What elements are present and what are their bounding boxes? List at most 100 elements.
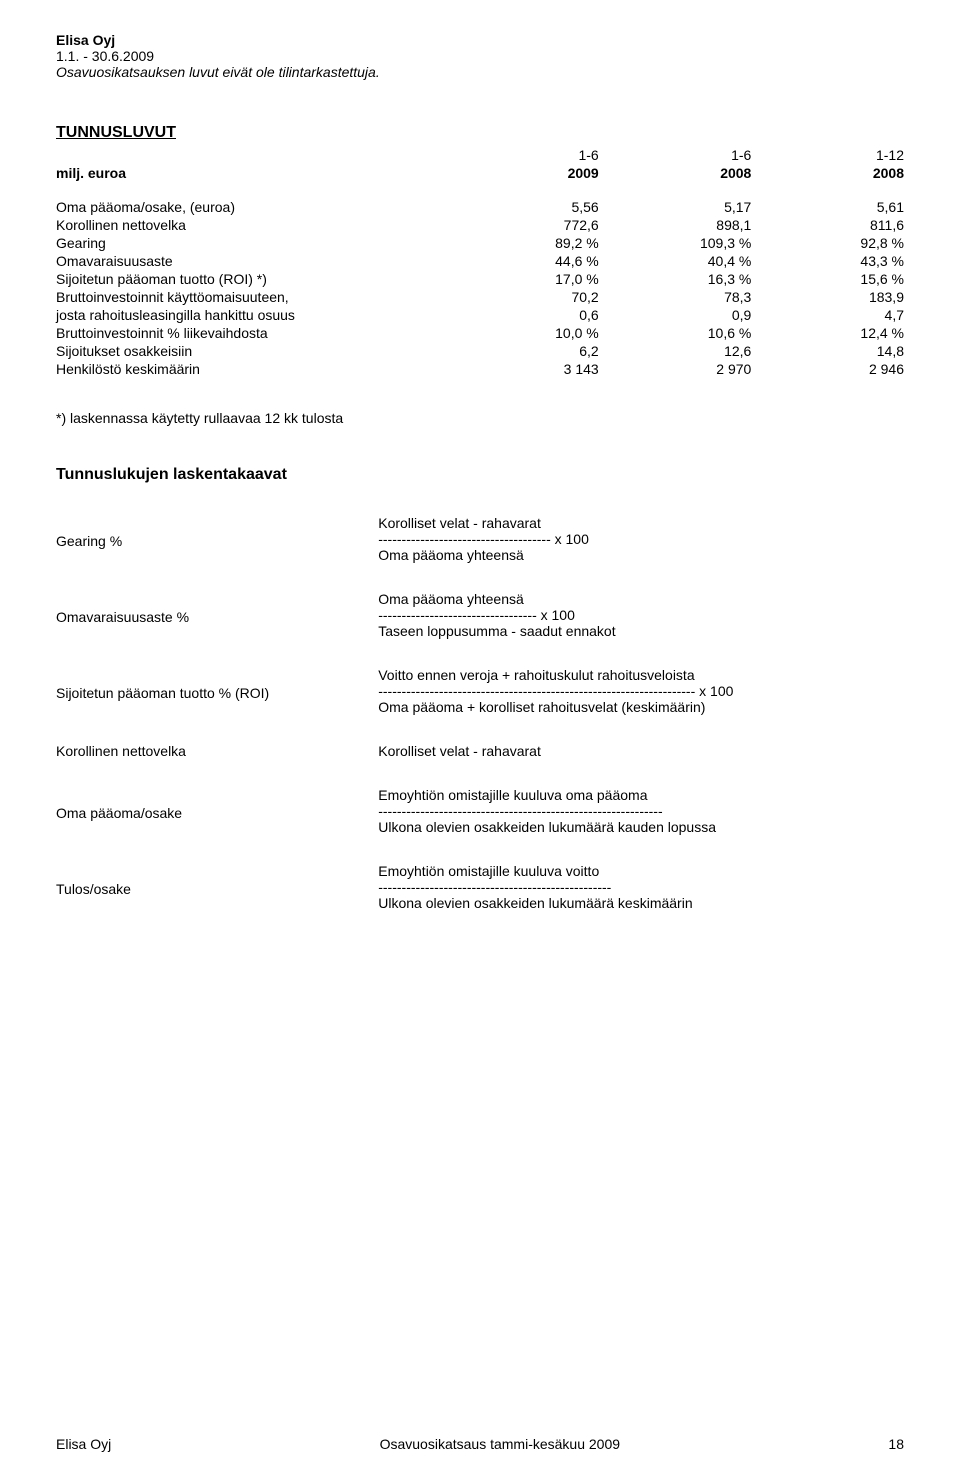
col-header: milj. euroa	[56, 164, 446, 182]
col-header: 1-12	[751, 146, 904, 164]
company-name: Elisa Oyj	[56, 32, 904, 48]
formulas-table: Gearing % Korolliset velat - rahavarat -…	[56, 514, 904, 912]
row-value: 12,4 %	[751, 324, 904, 342]
audit-note: Osavuosikatsauksen luvut eivät ole tilin…	[56, 64, 904, 80]
row-value: 92,8 %	[751, 234, 904, 252]
formula-key: Tulos/osake	[56, 881, 378, 897]
table-row: Sijoitetun pääoman tuotto (ROI) *) 17,0 …	[56, 270, 904, 288]
row-value: 89,2 %	[446, 234, 599, 252]
formula-key: Sijoitetun pääoman tuotto % (ROI)	[56, 685, 378, 701]
formula-key: Oma pääoma/osake	[56, 805, 378, 821]
col-header	[56, 146, 446, 164]
formula-spacer	[56, 564, 904, 590]
row-value: 2 946	[751, 360, 904, 378]
table-header-row: 1-6 1-6 1-12	[56, 146, 904, 164]
formula-denominator: Oma pääoma + korolliset rahoitusvelat (k…	[378, 699, 904, 715]
row-value: 40,4 %	[599, 252, 752, 270]
formula-row: Oma pääoma/osake Emoyhtiön omistajille k…	[56, 786, 904, 836]
col-header: 2008	[751, 164, 904, 182]
formula-numerator: Oma pääoma yhteensä	[378, 591, 904, 607]
row-value: 44,6 %	[446, 252, 599, 270]
row-value: 5,61	[751, 198, 904, 216]
col-header: 1-6	[599, 146, 752, 164]
row-value: 898,1	[599, 216, 752, 234]
formula-divider: ------------------------------------- x …	[378, 531, 904, 547]
table-row: josta rahoitusleasingilla hankittu osuus…	[56, 306, 904, 324]
row-value: 78,3	[599, 288, 752, 306]
row-value: 10,6 %	[599, 324, 752, 342]
col-header: 2008	[599, 164, 752, 182]
row-label: Sijoitukset osakkeisiin	[56, 342, 446, 360]
formula-numerator: Emoyhtiön omistajille kuuluva oma pääoma	[378, 787, 904, 803]
formula-denominator: Ulkona olevien osakkeiden lukumäärä kesk…	[378, 895, 904, 911]
formula-spacer	[56, 716, 904, 742]
formulas-title: Tunnuslukujen laskentakaavat	[56, 466, 904, 484]
table-row: Bruttoinvestoinnit käyttöomaisuuteen, 70…	[56, 288, 904, 306]
row-value: 109,3 %	[599, 234, 752, 252]
section-title: TUNNUSLUVUT	[56, 124, 904, 142]
row-value: 10,0 %	[446, 324, 599, 342]
formula-spacer	[56, 836, 904, 862]
row-value: 3 143	[446, 360, 599, 378]
formula-key: Omavaraisuusaste %	[56, 609, 378, 625]
formula-divider: ---------------------------------- x 100	[378, 607, 904, 623]
formula-line: Korolliset velat - rahavarat	[378, 743, 904, 759]
row-value: 15,6 %	[751, 270, 904, 288]
formula-numerator: Korolliset velat - rahavarat	[378, 515, 904, 531]
row-value: 0,6	[446, 306, 599, 324]
footnote: *) laskennassa käytetty rullaavaa 12 kk …	[56, 410, 904, 426]
row-value: 0,9	[599, 306, 752, 324]
formula-row: Tulos/osake Emoyhtiön omistajille kuuluv…	[56, 862, 904, 912]
footer-title: Osavuosikatsaus tammi-kesäkuu 2009	[380, 1436, 620, 1452]
col-header: 1-6	[446, 146, 599, 164]
table-spacer	[56, 182, 904, 198]
row-value: 811,6	[751, 216, 904, 234]
formula-key: Korollinen nettovelka	[56, 743, 378, 759]
row-label: Oma pääoma/osake, (euroa)	[56, 198, 446, 216]
table-row: Omavaraisuusaste 44,6 % 40,4 % 43,3 %	[56, 252, 904, 270]
formula-row: Omavaraisuusaste % Oma pääoma yhteensä -…	[56, 590, 904, 640]
formula-numerator: Emoyhtiön omistajille kuuluva voitto	[378, 863, 904, 879]
row-value: 17,0 %	[446, 270, 599, 288]
formula-numerator: Voitto ennen veroja + rahoituskulut raho…	[378, 667, 904, 683]
table-header-row: milj. euroa 2009 2008 2008	[56, 164, 904, 182]
row-value: 6,2	[446, 342, 599, 360]
row-value: 16,3 %	[599, 270, 752, 288]
row-label: Gearing	[56, 234, 446, 252]
row-value: 183,9	[751, 288, 904, 306]
row-label: Henkilöstö keskimäärin	[56, 360, 446, 378]
footer-page-number: 18	[888, 1436, 904, 1452]
row-label: Omavaraisuusaste	[56, 252, 446, 270]
table-row: Korollinen nettovelka 772,6 898,1 811,6	[56, 216, 904, 234]
row-label: Sijoitetun pääoman tuotto (ROI) *)	[56, 270, 446, 288]
table-row: Oma pääoma/osake, (euroa) 5,56 5,17 5,61	[56, 198, 904, 216]
row-value: 12,6	[599, 342, 752, 360]
formula-denominator: Taseen loppusumma - saadut ennakot	[378, 623, 904, 639]
row-value: 14,8	[751, 342, 904, 360]
row-label: Bruttoinvestoinnit % liikevaihdosta	[56, 324, 446, 342]
row-value: 2 970	[599, 360, 752, 378]
col-header: 2009	[446, 164, 599, 182]
row-value: 43,3 %	[751, 252, 904, 270]
footer-company: Elisa Oyj	[56, 1436, 111, 1452]
formula-row: Gearing % Korolliset velat - rahavarat -…	[56, 514, 904, 564]
formula-divider: ----------------------------------------…	[378, 879, 904, 895]
key-figures-table: 1-6 1-6 1-12 milj. euroa 2009 2008 2008 …	[56, 146, 904, 378]
formula-row: Korollinen nettovelka Korolliset velat -…	[56, 742, 904, 760]
row-value: 5,17	[599, 198, 752, 216]
formula-denominator: Ulkona olevien osakkeiden lukumäärä kaud…	[378, 819, 904, 835]
row-value: 4,7	[751, 306, 904, 324]
formula-divider: ----------------------------------------…	[378, 803, 904, 819]
table-row: Gearing 89,2 % 109,3 % 92,8 %	[56, 234, 904, 252]
formula-row: Sijoitetun pääoman tuotto % (ROI) Voitto…	[56, 666, 904, 716]
formula-spacer	[56, 760, 904, 786]
row-value: 70,2	[446, 288, 599, 306]
formula-key: Gearing %	[56, 533, 378, 549]
formula-spacer	[56, 640, 904, 666]
row-label: josta rahoitusleasingilla hankittu osuus	[56, 306, 446, 324]
row-value: 772,6	[446, 216, 599, 234]
row-label: Korollinen nettovelka	[56, 216, 446, 234]
row-value: 5,56	[446, 198, 599, 216]
row-label: Bruttoinvestoinnit käyttöomaisuuteen,	[56, 288, 446, 306]
table-row: Henkilöstö keskimäärin 3 143 2 970 2 946	[56, 360, 904, 378]
